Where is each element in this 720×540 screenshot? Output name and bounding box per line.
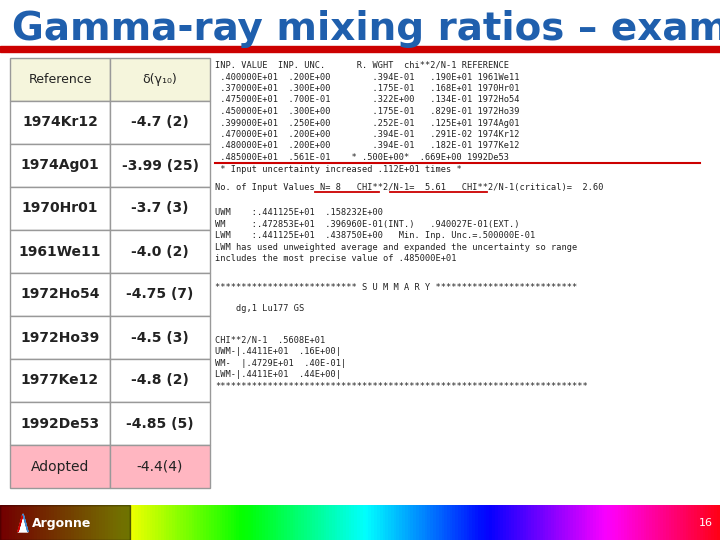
Bar bbox=[10, 230, 110, 273]
Bar bbox=[10, 273, 110, 316]
Bar bbox=[0, 505, 130, 540]
Text: -4.0 (2): -4.0 (2) bbox=[131, 245, 189, 259]
Text: .450000E+01  .300E+00        .175E-01   .829E-01 1972Ho39: .450000E+01 .300E+00 .175E-01 .829E-01 1… bbox=[215, 107, 520, 116]
Polygon shape bbox=[23, 514, 28, 532]
Bar bbox=[10, 187, 110, 230]
Bar bbox=[110, 445, 210, 488]
Bar bbox=[110, 187, 210, 230]
Bar bbox=[110, 101, 210, 144]
Text: dg,1 Lu177 GS: dg,1 Lu177 GS bbox=[215, 303, 305, 313]
Text: 16: 16 bbox=[699, 518, 713, 528]
Text: 1970Hr01: 1970Hr01 bbox=[22, 201, 98, 215]
Bar bbox=[110, 58, 210, 101]
Bar bbox=[10, 445, 110, 488]
Text: UWM    :.441125E+01  .158232E+00: UWM :.441125E+01 .158232E+00 bbox=[215, 208, 383, 217]
Bar bbox=[110, 316, 210, 359]
Text: .485000E+01  .561E-01    * .500E+00*  .669E+00 1992De53: .485000E+01 .561E-01 * .500E+00* .669E+0… bbox=[215, 153, 509, 162]
Text: 1977Ke12: 1977Ke12 bbox=[21, 374, 99, 388]
Text: .370000E+01  .300E+00        .175E-01   .168E+01 1970Hr01: .370000E+01 .300E+00 .175E-01 .168E+01 1… bbox=[215, 84, 520, 93]
Text: includes the most precise value of .485000E+01: includes the most precise value of .4850… bbox=[215, 254, 456, 263]
Text: 1992De53: 1992De53 bbox=[20, 416, 99, 430]
Polygon shape bbox=[18, 514, 23, 532]
Text: 1972Ho39: 1972Ho39 bbox=[20, 330, 99, 345]
Bar bbox=[110, 359, 210, 402]
Text: -3.7 (3): -3.7 (3) bbox=[131, 201, 189, 215]
Text: .470000E+01  .200E+00        .394E-01   .291E-02 1974Kr12: .470000E+01 .200E+00 .394E-01 .291E-02 1… bbox=[215, 130, 520, 139]
Text: -4.75 (7): -4.75 (7) bbox=[126, 287, 194, 301]
Text: -4.4(4): -4.4(4) bbox=[137, 460, 183, 474]
Bar bbox=[110, 273, 210, 316]
Text: Argonne: Argonne bbox=[32, 516, 91, 530]
Text: Adopted: Adopted bbox=[31, 460, 89, 474]
Text: .475000E+01  .700E-01        .322E+00   .134E-01 1972Ho54: .475000E+01 .700E-01 .322E+00 .134E-01 1… bbox=[215, 96, 520, 105]
Text: -4.85 (5): -4.85 (5) bbox=[126, 416, 194, 430]
Text: Reference: Reference bbox=[28, 73, 91, 86]
Text: INP. VALUE  INP. UNC.      R. WGHT  chi**2/N-1 REFERENCE: INP. VALUE INP. UNC. R. WGHT chi**2/N-1 … bbox=[215, 61, 509, 70]
Text: No. of Input Values N= 8   CHI**2/N-1=  5.61   CHI**2/N-1(critical)=  2.60: No. of Input Values N= 8 CHI**2/N-1= 5.6… bbox=[215, 183, 603, 192]
Bar bbox=[10, 316, 110, 359]
Text: UWM-|.4411E+01  .16E+00|: UWM-|.4411E+01 .16E+00| bbox=[215, 347, 341, 356]
Bar bbox=[110, 144, 210, 187]
Text: .480000E+01  .200E+00        .394E-01   .182E-01 1977Ke12: .480000E+01 .200E+00 .394E-01 .182E-01 1… bbox=[215, 141, 520, 151]
Text: .399000E+01  .250E+00        .252E-01   .125E+01 1974Ag01: .399000E+01 .250E+00 .252E-01 .125E+01 1… bbox=[215, 118, 520, 127]
Text: -4.7 (2): -4.7 (2) bbox=[131, 116, 189, 130]
Text: -4.5 (3): -4.5 (3) bbox=[131, 330, 189, 345]
Bar bbox=[10, 58, 110, 101]
Text: .400000E+01  .200E+00        .394E-01   .190E+01 1961We11: .400000E+01 .200E+00 .394E-01 .190E+01 1… bbox=[215, 72, 520, 82]
Text: 1961We11: 1961We11 bbox=[19, 245, 102, 259]
Text: LWM has used unweighted average and expanded the uncertainty so range: LWM has used unweighted average and expa… bbox=[215, 242, 577, 252]
Text: 1972Ho54: 1972Ho54 bbox=[20, 287, 100, 301]
Text: * Input uncertainty increased .112E+01 times *: * Input uncertainty increased .112E+01 t… bbox=[215, 165, 462, 173]
Bar bbox=[110, 230, 210, 273]
Bar bbox=[10, 402, 110, 445]
Bar bbox=[110, 402, 210, 445]
Text: -4.8 (2): -4.8 (2) bbox=[131, 374, 189, 388]
Text: ***********************************************************************: ****************************************… bbox=[215, 382, 588, 391]
Bar bbox=[10, 144, 110, 187]
Text: WM     :.472853E+01  .396960E-01(INT.)   .940027E-01(EXT.): WM :.472853E+01 .396960E-01(INT.) .94002… bbox=[215, 220, 520, 229]
Bar bbox=[10, 359, 110, 402]
Text: δ(γ₁₀): δ(γ₁₀) bbox=[143, 73, 177, 86]
Bar bbox=[10, 101, 110, 144]
Bar bbox=[0, 46, 720, 52]
Text: -3.99 (25): -3.99 (25) bbox=[122, 159, 199, 172]
Text: 1974Kr12: 1974Kr12 bbox=[22, 116, 98, 130]
Text: *************************** S U M M A R Y ***************************: *************************** S U M M A R … bbox=[215, 283, 577, 292]
Text: Gamma-ray mixing ratios – example: Gamma-ray mixing ratios – example bbox=[12, 10, 720, 48]
Text: CHI**2/N-1  .5608E+01: CHI**2/N-1 .5608E+01 bbox=[215, 336, 325, 345]
Text: WM-  |.4729E+01  .40E-01|: WM- |.4729E+01 .40E-01| bbox=[215, 359, 346, 368]
Polygon shape bbox=[18, 514, 28, 532]
Text: LWM    :.441125E+01  .438750E+00   Min. Inp. Unc.=.500000E-01: LWM :.441125E+01 .438750E+00 Min. Inp. U… bbox=[215, 231, 535, 240]
Text: 1974Ag01: 1974Ag01 bbox=[21, 159, 99, 172]
Text: LWM-|.4411E+01  .44E+00|: LWM-|.4411E+01 .44E+00| bbox=[215, 370, 341, 379]
